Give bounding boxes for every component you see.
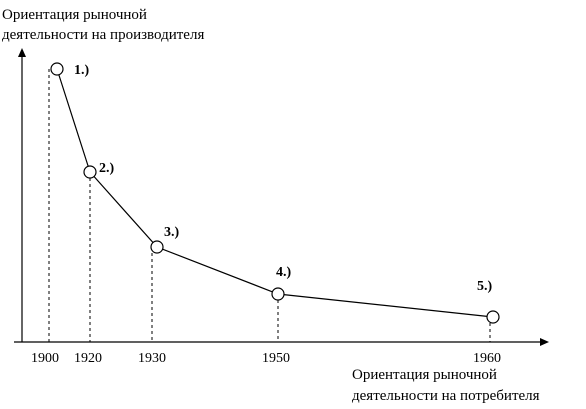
point-labels: 1.) 2.) 3.) 4.) 5.) [74,63,493,294]
point-label: 3.) [164,225,180,240]
x-tick-label: 1960 [473,351,501,366]
point-label: 4.) [276,265,292,280]
x-tick-labels: 1900 1920 1930 1950 1960 [31,351,501,366]
point-label: 1.) [74,63,90,78]
x-tick-label: 1930 [138,351,166,366]
x-tick-label: 1900 [31,351,59,366]
x-axis-label-line-2: деятельности на потребителя [352,388,540,404]
series-line [56,68,494,318]
x-tick-label: 1950 [262,351,290,366]
y-axis-label-line-2: деятельности на производителя [2,27,204,43]
point-label: 2.) [99,161,115,176]
drop-lines [48,69,491,342]
data-point-marker [150,240,164,254]
data-points [50,62,500,324]
y-axis-label-line-1: Ориентация рыночной [2,7,147,23]
data-point-marker [486,310,500,324]
data-point-marker [83,165,97,179]
data-point-marker [271,287,285,301]
data-point-marker [50,62,64,76]
point-label: 5.) [477,279,493,294]
x-axis-label-line-1: Ориентация рыночной [352,367,497,383]
x-tick-label: 1920 [74,351,102,366]
